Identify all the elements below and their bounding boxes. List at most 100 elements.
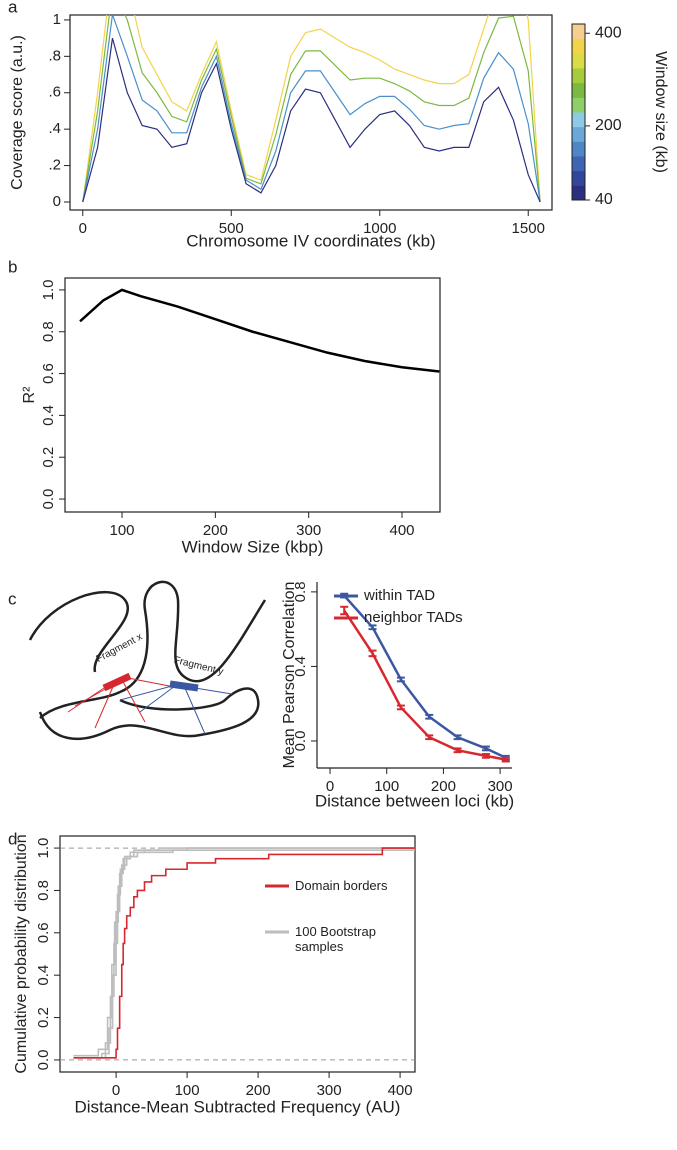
error-bar <box>340 605 349 616</box>
chromatin <box>39 580 267 719</box>
x-axis-label: Distance-Mean Subtracted Frequency (AU) <box>75 1097 401 1116</box>
colorbar-swatch <box>572 38 585 54</box>
colorbar-swatch <box>572 97 585 113</box>
error-bar <box>396 676 405 683</box>
chromatin <box>28 590 129 673</box>
y-tick-label: .6 <box>48 84 61 101</box>
colorbar-swatch <box>572 68 585 84</box>
series-line <box>82 15 541 203</box>
error-bar <box>481 753 490 759</box>
x-axis-label: Window Size (kbp) <box>182 537 324 556</box>
colorbar-swatch <box>572 82 585 98</box>
plot-frame <box>64 277 441 513</box>
x-tick-label: 200 <box>246 1082 271 1099</box>
y-tick-label: 0.0 <box>40 489 57 510</box>
fragment-y <box>169 680 199 692</box>
fragment-label: Fragment x <box>94 632 144 665</box>
y-tick-label: 1.0 <box>40 279 57 300</box>
panel-letter: d <box>8 829 17 848</box>
colorbar-tick-label: 200 <box>595 117 622 134</box>
x-tick-label: 200 <box>203 522 228 539</box>
x-tick-label: 0 <box>79 220 87 237</box>
x-tick-label: 0 <box>326 778 334 795</box>
y-axis-label: Mean Pearson Correlation <box>281 582 298 769</box>
colorbar-swatch <box>572 53 585 69</box>
legend-label: Domain borders <box>295 878 388 893</box>
diagram: c Fragment x Fragment y <box>8 580 267 741</box>
y-tick-label: .4 <box>48 120 61 137</box>
x-axis-label: Distance between loci (kb) <box>315 791 514 810</box>
y-tick-label: 0.8 <box>40 321 57 342</box>
colorbar-swatch <box>572 112 585 128</box>
x-tick-label: 300 <box>296 522 321 539</box>
y-tick-label: 0.6 <box>40 363 57 384</box>
legend-label-box: Domain borders <box>295 878 388 893</box>
x-tick-label: 1000 <box>363 220 396 237</box>
colorbar-frame <box>571 23 586 201</box>
x-tick-label: 0 <box>112 1082 120 1099</box>
colorbar-swatch <box>572 141 585 157</box>
error-bar <box>501 756 510 763</box>
y-tick-label: 0.4 <box>40 405 57 426</box>
x-tick-label: 400 <box>388 1082 413 1099</box>
series-line <box>79 288 440 373</box>
y-axis-label: Coverage score (a.u.) <box>9 35 26 190</box>
colorbar-tick-label: 400 <box>595 24 622 41</box>
series-line <box>82 37 541 203</box>
y-tick-label: 0.2 <box>35 1007 52 1028</box>
legend-label: within TAD <box>364 588 436 604</box>
error-bar <box>396 704 405 711</box>
y-tick-label: 0.0 <box>292 731 309 752</box>
error-bar <box>481 745 490 752</box>
legend-label: neighbor TADs <box>364 610 463 626</box>
fragment-x <box>102 672 132 692</box>
y-tick-label: 1 <box>53 11 61 28</box>
y-tick-label: 0.8 <box>35 880 52 901</box>
panel-letter: c <box>8 589 17 608</box>
y-tick-label: 1.0 <box>35 838 52 859</box>
chromatin <box>38 687 260 741</box>
colorbar-tick-label: 40 <box>595 191 613 208</box>
error-bar <box>453 734 462 741</box>
x-tick-label: 100 <box>175 1082 200 1099</box>
error-bar <box>368 649 377 658</box>
y-tick-label: 0.8 <box>292 581 309 602</box>
colorbar-label: Window size (kb) <box>652 51 669 173</box>
series-line <box>73 847 415 1059</box>
x-tick-label: 100 <box>110 522 135 539</box>
panel-letter: b <box>8 257 17 276</box>
panel-letter: a <box>8 0 18 16</box>
colorbar-swatch <box>572 126 585 142</box>
y-tick-label: 0.6 <box>35 922 52 943</box>
legend-label: 100 Bootstrap samples <box>295 924 376 954</box>
y-axis-label: R² <box>21 386 38 404</box>
plot-frame <box>59 835 416 1073</box>
plot-frame <box>69 14 553 211</box>
x-tick-label: 400 <box>389 522 414 539</box>
series-line <box>73 847 415 1059</box>
y-tick-label: 0.4 <box>292 656 309 677</box>
colorbar-swatch <box>572 185 585 201</box>
x-tick-label: 200 <box>431 778 456 795</box>
colorbar-swatch <box>572 170 585 186</box>
legend-label-box: neighbor TADs <box>364 610 463 626</box>
y-tick-label: 0.4 <box>35 965 52 986</box>
y-tick-label: 0.0 <box>35 1049 52 1070</box>
y-axis-label: Cumulative probability distribution <box>13 834 30 1073</box>
x-tick-label: 100 <box>374 778 399 795</box>
x-tick-label: 500 <box>219 220 244 237</box>
error-bar <box>425 734 434 741</box>
error-bar <box>368 624 377 631</box>
x-tick-label: 1500 <box>512 220 545 237</box>
legend-label-box: 100 Bootstrap samples <box>295 924 376 954</box>
y-tick-label: 0.2 <box>40 447 57 468</box>
colorbar-swatch <box>572 24 585 40</box>
series-line <box>82 15 541 203</box>
y-tick-label: .2 <box>48 157 61 174</box>
contacts-y <box>119 685 233 735</box>
series-line <box>82 15 541 203</box>
y-tick-label: .8 <box>48 47 61 64</box>
x-axis-label: Chromosome IV coordinates (kb) <box>186 231 435 250</box>
x-tick-label: 300 <box>488 778 513 795</box>
